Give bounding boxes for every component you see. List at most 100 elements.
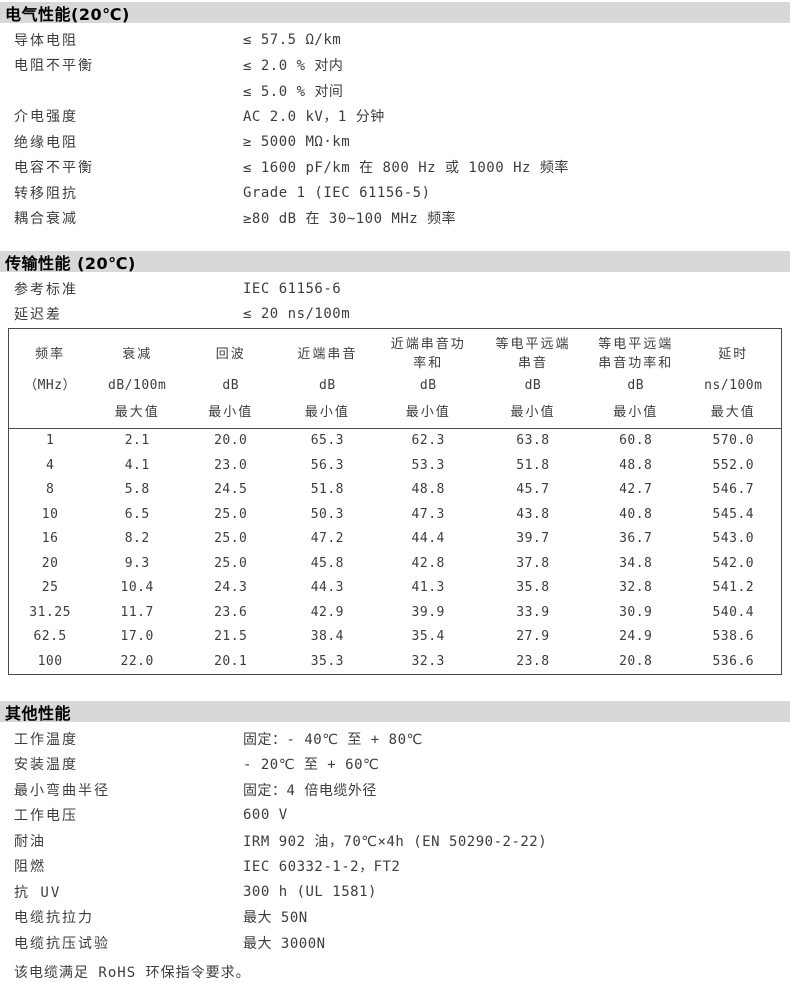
spec-row: 电缆抗压试验 最大 3000N <box>0 930 790 956</box>
column-name: 衰减 <box>122 346 153 362</box>
spec-row: 耐油 IRM 902 油，70℃×4h (EN 50290-2-22) <box>0 828 790 854</box>
spec-value: 固定：- 40℃ 至 + 80℃ <box>243 731 423 748</box>
spec-value: ≤ 57.5 Ω/km <box>243 31 342 48</box>
perf-column-header: 近端串音 dB 最小值 <box>278 329 376 429</box>
perf-table-cell: 39.9 <box>411 604 445 620</box>
spec-label: 阻燃 <box>14 859 46 876</box>
performance-table: 频率 （MHz） 衰减 dB/100m 最大值 回波 dB 最小值 近端串音 dB 最小值 近端串音… <box>8 328 782 675</box>
column-limit: 最小值 <box>208 405 254 420</box>
column-unit: dB <box>222 378 240 393</box>
perf-table-cell: 4 <box>45 457 55 473</box>
perf-table-cell: 538.6 <box>712 629 755 644</box>
perf-table-cell: 10 <box>41 506 59 522</box>
column-name: 等电平远端 串音 <box>495 337 571 371</box>
spec-row: 参考标准 IEC 61156-6 <box>0 276 790 302</box>
column-name: 近端串音 <box>297 346 358 362</box>
perf-table-cell: 36.7 <box>619 531 653 546</box>
spec-row: 绝缘电阻 ≥ 5000 MΩ·km <box>0 129 790 155</box>
perf-table-cell: 9.3 <box>124 555 150 571</box>
spec-label: 安装温度 <box>14 757 78 774</box>
column-limit <box>13 399 87 426</box>
perf-table-cell: 42.9 <box>310 604 344 620</box>
spec-list-other: 工作温度 固定：- 40℃ 至 + 80℃ 安装温度 - 20℃ 至 + 60℃ 最小弯… <box>0 726 790 956</box>
perf-table-cell: 30.9 <box>619 604 653 620</box>
perf-table-cell: 11.7 <box>120 604 154 620</box>
perf-table-row: 16 8.2 25.0 47.2 44.4 39.7 36.7 543.0 <box>9 527 782 552</box>
perf-table-cell: 2.1 <box>124 433 150 448</box>
spec-value: IRM 902 油，70℃×4h (EN 50290-2-22) <box>243 833 548 850</box>
perf-table-row: 31.25 11.7 23.6 42.9 39.9 33.9 30.9 540.4 <box>9 601 782 626</box>
perf-table-cell: 56.3 <box>310 457 344 473</box>
spec-row: 导体电阻 ≤ 57.5 Ω/km <box>0 27 790 53</box>
perf-table-cell: 542.0 <box>712 555 755 571</box>
perf-table-cell: 38.4 <box>310 629 344 644</box>
spec-label: 最小弯曲半径 <box>14 782 110 799</box>
perf-column-header: 等电平远端 串音 dB 最小值 <box>480 329 586 429</box>
spec-label: 耦合衰减 <box>14 211 78 228</box>
spec-value: 固定：4 倍电缆外径 <box>243 782 377 799</box>
column-unit: dB/100m <box>108 378 167 393</box>
spec-label: 电容不平衡 <box>14 160 94 177</box>
spec-label: 延迟差 <box>14 307 62 324</box>
perf-table-cell: 41.3 <box>411 580 445 595</box>
spec-label: 电缆抗压试验 <box>14 935 110 952</box>
spec-list-electrical: 导体电阻 ≤ 57.5 Ω/km 电阻不平衡 ≤ 2.0 % 对内 ≤ 5.0 % 对间… <box>0 27 790 231</box>
perf-table-cell: 25.0 <box>214 531 248 546</box>
spec-row: 延迟差 ≤ 20 ns/100m <box>0 302 790 328</box>
perf-table-cell: 20.0 <box>214 433 248 448</box>
perf-table-cell: 22.0 <box>120 653 154 669</box>
spec-value: AC 2.0 kV，1 分钟 <box>243 109 385 126</box>
perf-table-cell: 23.8 <box>516 653 550 669</box>
perf-table-cell: 60.8 <box>619 433 653 448</box>
perf-table-cell: 536.6 <box>712 653 755 669</box>
spec-row: 转移阻抗 Grade 1 (IEC 61156-5) <box>0 180 790 206</box>
perf-table-cell: 62.5 <box>33 629 67 644</box>
spec-label: 电缆抗拉力 <box>14 910 94 927</box>
column-unit: dB <box>524 378 542 393</box>
section-title: 电气性能(20℃) <box>5 4 130 24</box>
spec-label: 介电强度 <box>14 109 78 126</box>
section-title: 传输性能 (20℃) <box>5 253 136 273</box>
spec-value: ≤ 5.0 % 对间 <box>243 83 344 100</box>
spec-value: 300 h (UL 1581) <box>243 883 377 900</box>
spec-label: 抗 UV <box>14 884 62 901</box>
perf-table-cell: 8.2 <box>124 531 150 546</box>
perf-column-header: 频率 （MHz） <box>9 329 92 429</box>
spec-value: 最大 50N <box>243 910 308 927</box>
column-limit: 最小值 <box>613 405 659 420</box>
perf-table-cell: 34.8 <box>619 555 653 571</box>
spec-row: 抗 UV 300 h (UL 1581) <box>0 879 790 905</box>
perf-table-cell: 33.9 <box>516 604 550 620</box>
spec-row: ≤ 5.0 % 对间 <box>0 78 790 104</box>
perf-table-cell: 546.7 <box>712 482 755 497</box>
perf-table-cell: 45.7 <box>516 482 550 497</box>
column-unit: （MHz） <box>24 378 77 393</box>
spec-list-transmission: 参考标准 IEC 61156-6 延迟差 ≤ 20 ns/100m <box>0 276 790 327</box>
section-other: 其他性能 工作温度 固定：- 40℃ 至 + 80℃ 安装温度 - 20℃ 至 + 6… <box>0 701 790 956</box>
perf-table-cell: 6.5 <box>124 506 150 522</box>
section-transmission: 传输性能 (20℃) 参考标准 IEC 61156-6 延迟差 ≤ 20 ns/100… <box>0 251 790 675</box>
perf-table-cell: 43.8 <box>516 506 550 522</box>
column-name: 频率 <box>35 346 66 362</box>
spec-row: 耦合衰减 ≥80 dB 在 30~100 MHz 频率 <box>0 206 790 232</box>
perf-table-cell: 48.8 <box>619 457 653 473</box>
perf-table-row: 1 2.1 20.0 65.3 62.3 63.8 60.8 570.0 <box>9 429 782 454</box>
perf-table-cell: 540.4 <box>712 604 755 620</box>
perf-table-cell: 545.4 <box>712 506 755 522</box>
perf-table-row: 20 9.3 25.0 45.8 42.8 37.8 34.8 542.0 <box>9 552 782 577</box>
column-unit: ns/100m <box>704 378 763 393</box>
perf-table-row: 25 10.4 24.3 44.3 41.3 35.8 32.8 541.2 <box>9 576 782 601</box>
perf-table-cell: 1 <box>45 433 55 448</box>
perf-table-cell: 37.8 <box>516 555 550 571</box>
perf-table-cell: 35.4 <box>411 629 445 644</box>
spec-row: 介电强度 AC 2.0 kV，1 分钟 <box>0 104 790 130</box>
perf-table-cell: 8 <box>45 482 55 497</box>
perf-table-cell: 44.3 <box>310 580 344 595</box>
perf-column-header: 回波 dB 最小值 <box>183 329 278 429</box>
perf-table-cell: 552.0 <box>712 457 755 473</box>
spec-label: 工作电压 <box>14 808 78 825</box>
spec-row: 安装温度 - 20℃ 至 + 60℃ <box>0 752 790 778</box>
spec-label: 电阻不平衡 <box>14 58 94 75</box>
perf-table-cell: 50.3 <box>310 506 344 522</box>
column-limit: 最小值 <box>405 405 451 420</box>
